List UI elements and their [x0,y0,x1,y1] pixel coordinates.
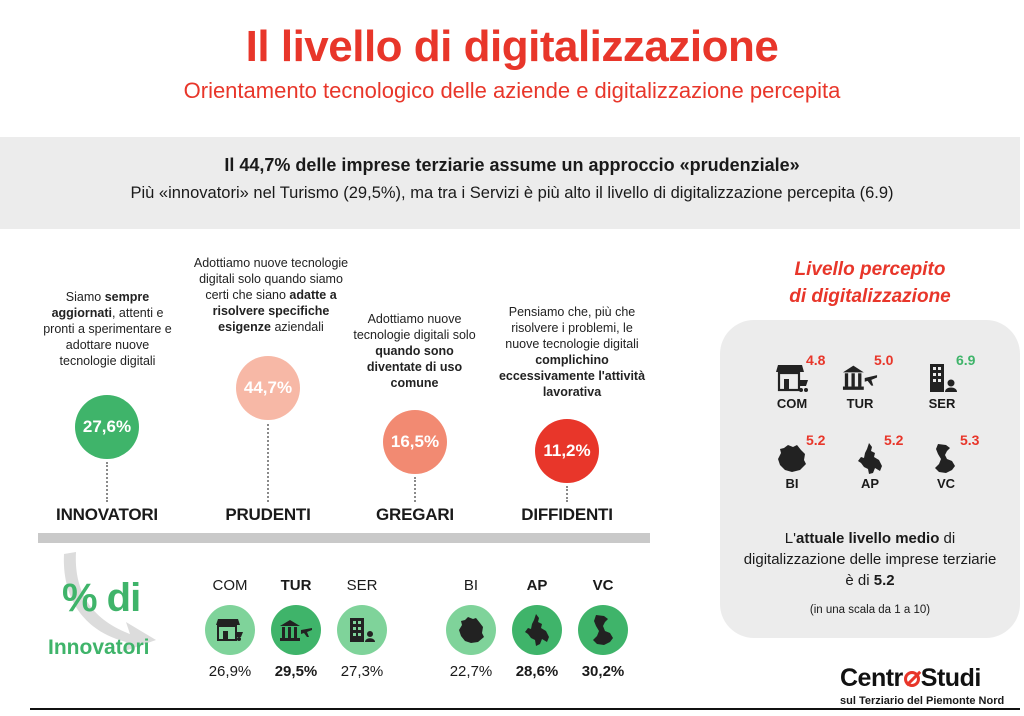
province-ap: AP 28,6% [497,577,577,680]
province-bi: BI 22,7% [431,577,511,680]
services-icon [337,605,387,655]
page-subtitle: Orientamento tecnologico delle aziende e… [183,78,841,103]
province-value: 30,2% [581,663,625,680]
perceived-code: AP [860,476,880,491]
centrostudi-logo: Centr Studi sul Terziario del Piemonte No… [840,664,1005,707]
innovatori-description: Siamo sempre aggiornati, attenti e pront… [43,290,172,368]
segments-divider [38,533,650,543]
vercelli-map-icon [935,444,955,473]
prudenti-description: Adottiamo nuove tecnologie digitali solo… [193,256,349,334]
province-value: 22,7% [449,663,493,680]
province-code: VC [592,577,614,594]
sector-ser: SER 27,3% [322,577,402,680]
tourism-icon [842,365,878,390]
shop-icon [776,365,808,392]
biella-map-icon [446,605,496,655]
perceived-note: (in una scala da 1 a 10) [809,604,931,616]
perceived-bi: 5.2 BI [762,432,842,498]
segment-label-prudenti: PRUDENTI [225,505,311,524]
sector-tur: TUR 29,5% [256,577,336,680]
summary-banner [0,137,1020,229]
connector-line [566,486,568,502]
segment-label-gregari: GREGARI [376,505,454,524]
alessandria-map-icon [858,443,882,474]
tourism-icon [271,605,321,655]
sector-value: 26,9% [208,663,252,680]
perceived-value: 4.8 [806,352,826,368]
province-vc: VC 30,2% [563,577,643,680]
biella-map-icon [778,445,806,472]
perceived-summary: L'attuale livello medio di digitalizzazi… [743,530,997,589]
perceived-vc: 5.3 VC [916,432,996,498]
perceived-ap: 5.2 AP [840,432,920,498]
perceived-code: VC [936,476,956,491]
province-code: BI [463,577,479,594]
gregari-bubble: 16,5% [383,410,447,474]
logo-mark-icon [903,671,920,687]
banner-headline: Il 44,7% delle imprese terziarie assume … [224,155,800,175]
segment-label-innovatori: INNOVATORI [56,505,158,524]
perceived-value: 5.3 [960,432,980,448]
perceived-value: 5.2 [884,432,904,448]
perceived-tur: 5.0 TUR [830,352,910,418]
perceived-code: BI [785,476,799,491]
province-value: 28,6% [515,663,559,680]
innovatori-percent-title: % di [62,576,141,620]
page-title: Il livello di digitalizzazione [245,22,779,71]
connector-line [106,462,108,502]
sector-value: 29,5% [274,663,318,680]
gregari-description: Adottiamo nuove tecnologie digitali solo… [353,312,476,390]
perceived-value: 6.9 [956,352,976,368]
perceived-title: Livello percepito di digitalizzazione [789,259,951,307]
connector-line [414,477,416,502]
services-icon [930,364,957,392]
perceived-panel [720,320,1020,638]
perceived-ser: 6.9 SER [912,352,992,418]
sector-code: SER [346,577,378,594]
sector-code: COM [212,577,248,594]
sector-com: COM 26,9% [190,577,270,680]
perceived-code: COM [776,396,808,411]
sector-value: 27,3% [340,663,384,680]
connector-line [267,424,269,502]
sector-code: TUR [280,577,312,594]
innovatori-bubble: 27,6% [75,395,139,459]
diffidenti-description: Pensiamo che, più che risolvere i proble… [498,305,646,399]
footer-divider [30,708,1020,710]
prudenti-bubble: 44,7% [236,356,300,420]
perceived-code: TUR [846,396,874,411]
alessandria-map-icon [512,605,562,655]
perceived-value: 5.2 [806,432,826,448]
banner-subline: Più «innovatori» nel Turismo (29,5%), ma… [130,184,894,202]
segment-label-diffidenti: DIFFIDENTI [521,505,613,524]
curved-arrow-icon [63,552,157,652]
perceived-code: SER [928,396,956,411]
perceived-com: 4.8 COM [762,352,842,418]
vercelli-map-icon [578,605,628,655]
shop-icon [205,605,255,655]
province-code: AP [526,577,548,594]
innovatori-word: Innovatori [48,636,150,659]
diffidenti-bubble: 11,2% [535,419,599,483]
perceived-value: 5.0 [874,352,894,368]
